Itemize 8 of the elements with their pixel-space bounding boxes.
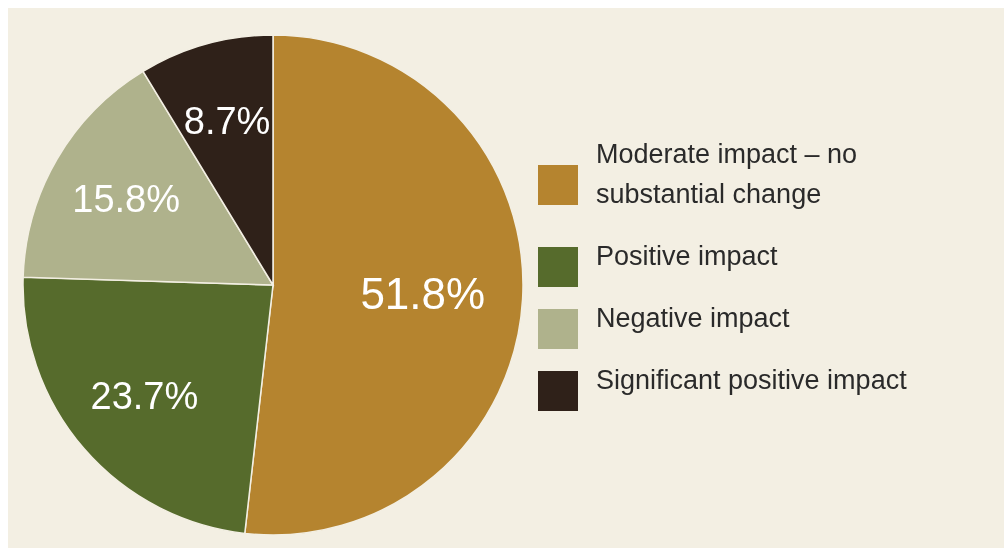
- legend-label: Significant positive impact: [596, 364, 907, 397]
- data-label: 15.8%: [72, 178, 181, 221]
- legend-label: Positive impact: [596, 240, 778, 273]
- legend-label: Negative impact: [596, 302, 790, 335]
- data-label: 8.7%: [183, 100, 271, 143]
- data-label: 51.8%: [360, 268, 486, 318]
- data-label: 23.7%: [90, 375, 199, 418]
- legend-label: Moderate impact – no substantial change: [596, 138, 859, 211]
